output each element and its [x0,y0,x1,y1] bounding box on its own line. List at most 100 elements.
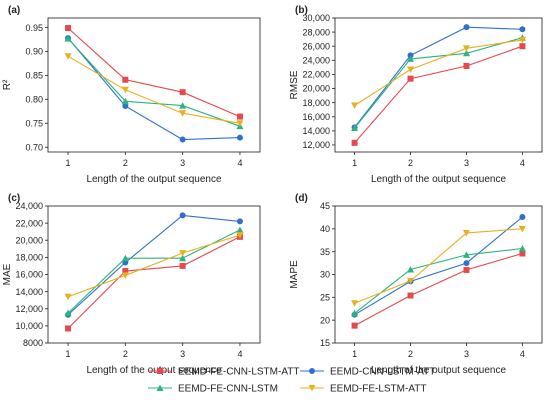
series-eemd-fe-lstm-att [351,36,526,109]
data-point [463,62,470,69]
data-point [519,213,526,220]
y-axis-label: R² [2,79,13,90]
panel-label: (d) [295,193,308,204]
chart-panel-mae: 8000 10,000 12,000 14,000 16,000 18,000 20,000… [2,193,261,376]
y-tick-label: 0.75 [25,118,43,128]
series-eemd-fe-cnn-lstm [64,35,244,130]
y-tick-label: 28,000 [302,27,330,37]
data-point [121,254,129,262]
y-tick-label: 22,000 [302,70,330,80]
data-point [463,24,470,31]
data-point [351,322,358,329]
y-tick-label: 35 [320,247,330,257]
y-tick-label: 0.90 [25,47,43,57]
legend-item-eemd-cnn-lstm-att: EEMD-CNN-LSTM-ATT [300,367,435,378]
y-tick-label: 40 [320,224,330,234]
x-tick-label: 2 [123,158,128,168]
data-point [236,232,244,239]
plot-frame [47,17,261,153]
data-point [121,97,129,105]
series-line [67,229,241,314]
data-point [64,53,72,60]
y-tick-label: 15 [320,338,330,348]
y-tick-label: 16,000 [302,112,330,122]
series-eemd-fe-lstm-att [64,232,244,301]
legend-label: EEMD-FE-CNN-LSTM-ATT [178,367,299,378]
data-point [407,52,414,59]
x-tick-label: 3 [180,349,185,359]
legend-swatch-marker [309,368,315,374]
series-eemd-fe-lstm-att [64,53,244,127]
data-point [407,292,414,299]
panel-label: (a) [8,5,20,16]
data-point [65,325,72,332]
data-point [518,36,526,44]
y-tick-label: 45 [320,201,330,211]
series-eemd-fe-cnn-lstm-att [65,25,243,120]
data-point [179,102,187,109]
data-point [179,250,187,257]
legend-label: EEMD-FE-CNN-LSTM [178,384,278,395]
data-point [519,43,526,50]
x-tick-label: 4 [237,349,242,359]
y-tick-label: 20,000 [15,235,43,245]
series-line [354,37,523,129]
x-tick-label: 3 [464,158,469,168]
data-point [407,55,415,62]
data-point [519,250,526,257]
data-point [351,309,359,317]
y-axis-label: MAE [2,263,13,285]
y-tick-label: 25 [320,293,330,303]
y-tick-label: 0.95 [25,23,43,33]
legend-label: EEMD-FE-LSTM-ATT [330,384,426,395]
data-point [64,35,72,42]
data-point [463,266,470,273]
x-tick-label: 1 [66,158,71,168]
y-axis-label: MAPE [289,260,300,289]
y-tick-label: 24,000 [15,201,43,211]
y-tick-label: 26,000 [302,41,330,51]
data-point [121,272,129,279]
y-tick-label: 30,000 [302,13,330,23]
data-point [462,251,470,258]
legend-item-eemd-fe-cnn-lstm: EEMD-FE-CNN-LSTM [148,384,278,395]
chart-panel-r: 0.70 0.75 0.80 0.85 0.90 0.95 1 2 3 4 Length of th… [2,5,261,185]
data-point [236,113,243,120]
panel-label: (c) [8,193,20,204]
series-line [354,39,523,106]
y-tick-label: 24,000 [302,56,330,66]
x-tick-label: 1 [66,349,71,359]
legend-swatch-marker [156,384,164,391]
data-point [518,244,526,252]
x-tick-label: 4 [520,158,525,168]
legend-item-eemd-fe-lstm-att: EEMD-FE-LSTM-ATT [300,384,426,395]
y-tick-label: 20 [320,315,330,325]
series-line [354,26,523,128]
legend: EEMD-FE-CNN-LSTM-ATT EEMD-CNN-LSTM-ATT EEM… [148,367,435,395]
legend-item-eemd-fe-cnn-lstm-att: EEMD-FE-CNN-LSTM-ATT [148,367,299,378]
y-tick-label: 18,000 [15,253,43,263]
series-line [354,228,523,304]
y-tick-label: 18,000 [302,98,330,108]
series-line [67,38,241,127]
data-point [519,26,526,33]
x-tick-label: 1 [352,349,357,359]
x-tick-label: 1 [352,158,357,168]
series-line [354,252,523,327]
data-point [236,226,244,233]
data-point [351,124,359,132]
data-point [407,66,415,73]
data-point [351,300,359,307]
series-line [67,27,241,118]
data-point [236,120,244,127]
plot-frame [47,205,261,344]
data-point [122,76,129,83]
series-line [67,37,240,141]
legend-swatch-marker [157,368,163,374]
y-tick-label: 14,000 [302,126,330,136]
data-point [236,134,243,141]
x-tick-label: 4 [237,158,242,168]
series-line [67,55,240,124]
legend-swatch-marker [308,385,316,392]
